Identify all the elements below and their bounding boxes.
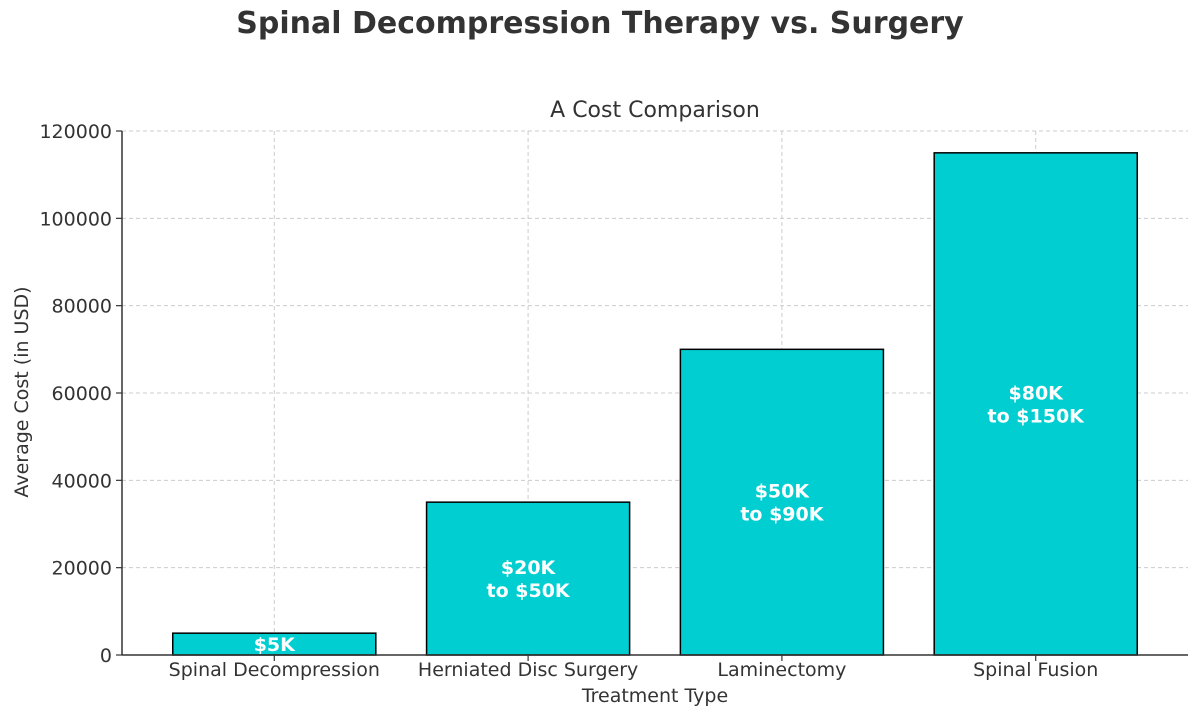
bar (425, 501, 631, 656)
chart-subtitle: A Cost Comparison (550, 98, 760, 123)
y-tick-label: 60000 (52, 383, 112, 405)
y-tick-label: 120000 (39, 121, 112, 143)
bar-value-label: $80K to $150K (988, 382, 1086, 427)
x-tick-label: Herniated Disc Surgery (418, 659, 638, 681)
y-tick-label: 80000 (52, 296, 112, 318)
y-axis-label: Average Cost (in USD) (11, 286, 33, 497)
y-ticks: 0 20000 40000 60000 80000 100000 120000 (39, 121, 122, 667)
x-tick-label: Spinal Fusion (973, 659, 1098, 681)
bar-value-label: $50K to $90K (740, 481, 824, 526)
x-ticks: Spinal Decompression Herniated Disc Surge… (169, 655, 1098, 681)
x-axis-label: Treatment Type (581, 685, 728, 707)
bar (933, 152, 1138, 656)
x-tick-label: Laminectomy (717, 659, 846, 681)
y-tick-label: 0 (100, 645, 112, 667)
bar-value-label: $20K to $50K (487, 557, 571, 602)
bars: $5K $20K to $50K $50K to $90K $80K to $150K (172, 152, 1138, 656)
y-tick-label: 40000 (52, 470, 112, 492)
figure-title: Spinal Decompression Therapy vs. Surgery (236, 6, 964, 41)
y-tick-label: 20000 (52, 558, 112, 580)
y-tick-label: 100000 (39, 208, 112, 230)
bar-value-label: $5K (254, 634, 296, 656)
x-tick-label: Spinal Decompression (169, 659, 380, 681)
bar (679, 348, 885, 656)
